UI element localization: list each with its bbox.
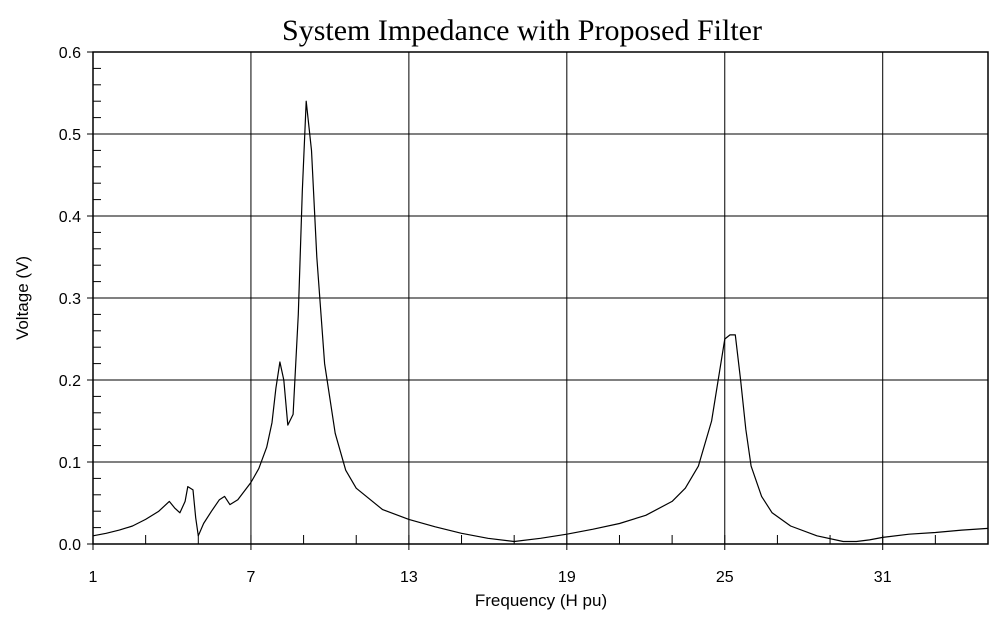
y-axis-ticks: 0.0 0.1 0.2 0.3 0.4 0.5 0.6 <box>59 45 93 554</box>
y-tick-label: 0.0 <box>59 537 81 554</box>
y-axis-label: Voltage (V) <box>13 256 32 340</box>
x-tick-label: 7 <box>246 569 255 586</box>
y-tick-label: 0.3 <box>59 291 81 308</box>
x-tick-label: 31 <box>874 569 892 586</box>
y-tick-label: 0.5 <box>59 127 81 144</box>
y-tick-label: 0.2 <box>59 373 81 390</box>
x-tick-label: 13 <box>400 569 418 586</box>
x-tick-label: 25 <box>716 569 734 586</box>
y-tick-label: 0.6 <box>59 45 81 62</box>
x-tick-label: 19 <box>558 569 576 586</box>
series-layer <box>92 100 989 543</box>
x-tick-label: 1 <box>89 569 98 586</box>
y-tick-label: 0.1 <box>59 455 81 472</box>
x-axis-ticks: 1 7 13 19 25 31 <box>89 544 892 586</box>
series-line <box>92 100 989 543</box>
y-tick-label: 0.4 <box>59 209 81 226</box>
x-axis-label: Frequency (H pu) <box>475 591 607 610</box>
chart-title: System Impedance with Proposed Filter <box>282 14 762 47</box>
grid <box>92 51 988 545</box>
